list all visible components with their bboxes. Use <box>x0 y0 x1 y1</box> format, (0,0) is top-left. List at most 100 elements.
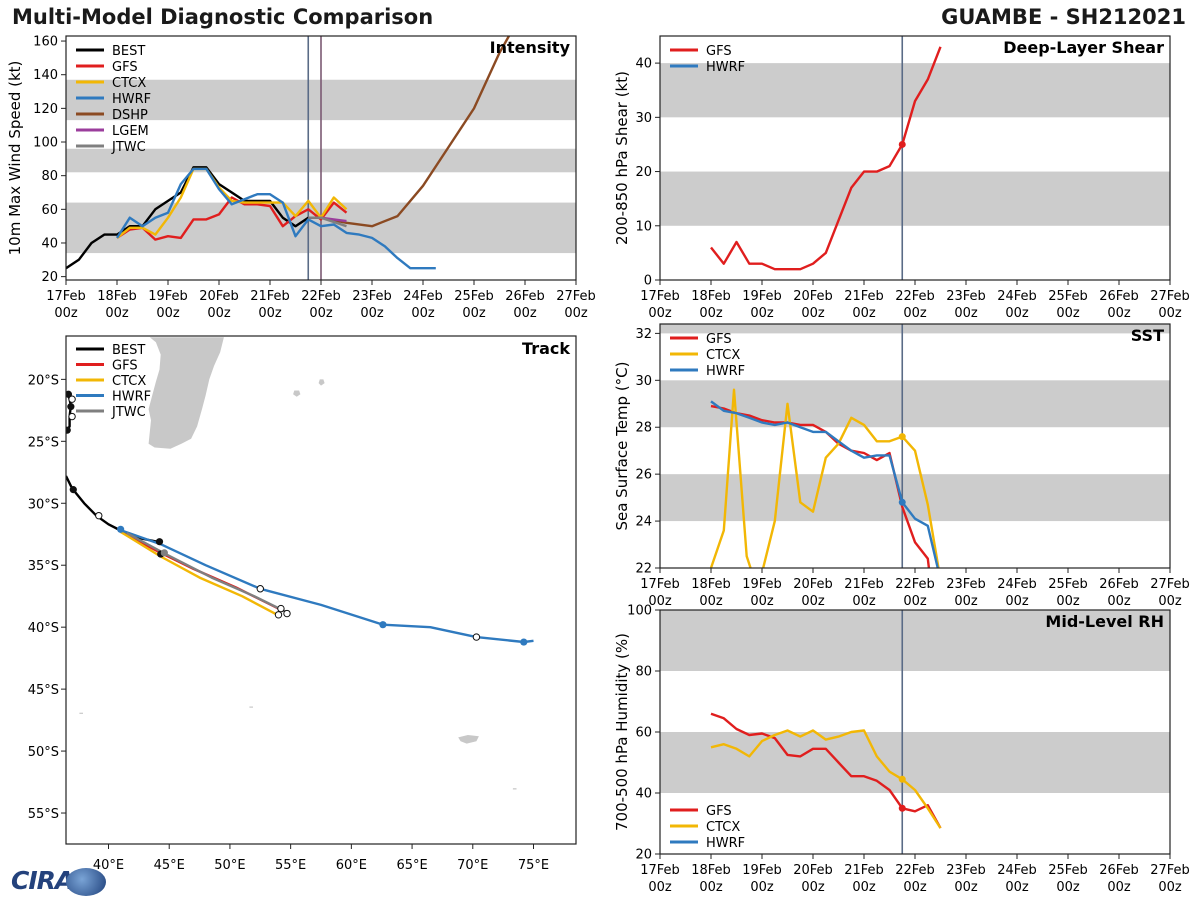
x-tick-label: 18Feb <box>691 289 731 304</box>
lon-tick-label: 50°E <box>214 858 245 873</box>
panel-intensity: 20 40 60 80 100 120 140 160 17Feb 00z 18Feb 00z 19Fe… <box>6 35 596 321</box>
x-tick-label: 27Feb <box>556 289 596 304</box>
analysis-marker <box>898 498 906 506</box>
x-tick-label: 19Feb <box>148 289 188 304</box>
x-tick-label: 24Feb <box>403 289 443 304</box>
x-tick-label: 00z <box>801 594 825 609</box>
x-tick-label: 00z <box>258 306 282 321</box>
x-tick-label: 23Feb <box>352 289 392 304</box>
y-tick-label: 40 <box>41 236 58 251</box>
y-tick-label: 60 <box>41 203 58 218</box>
track-point-open <box>277 604 285 613</box>
land-reunion <box>293 390 301 397</box>
legend-label: GFS <box>706 804 732 819</box>
lat-tick-label: 55°S <box>28 807 59 822</box>
track-line-jtwc <box>126 531 288 614</box>
plot-area <box>66 36 576 280</box>
x-tick-label: 00z <box>1158 306 1182 321</box>
track-point-best <box>155 538 164 546</box>
y-tick-label: 24 <box>635 515 652 530</box>
x-tick-label: 00z <box>648 306 672 321</box>
x-tick-label: 00z <box>564 306 588 321</box>
x-tick-label: 27Feb <box>1150 577 1190 592</box>
x-tick-label: 00z <box>360 306 384 321</box>
track-point-jtwc <box>160 549 168 557</box>
track-point-hwrf <box>520 638 528 646</box>
cira-logo: CIRA <box>4 866 106 898</box>
x-tick-label: 00z <box>903 594 927 609</box>
legend-label: GFS <box>706 332 732 347</box>
y-tick-label: 80 <box>635 665 652 680</box>
figure-title: Multi-Model Diagnostic Comparison <box>12 5 434 29</box>
x-tick-label: 00z <box>954 880 978 895</box>
x-tick-label: 00z <box>1107 306 1131 321</box>
plot-area <box>660 36 1170 280</box>
x-tick-label: 26Feb <box>1099 577 1139 592</box>
land-madagascar <box>148 337 224 449</box>
x-tick-label: 00z <box>699 594 723 609</box>
track-point-open <box>472 633 481 641</box>
legend-label: DSHP <box>112 108 148 123</box>
y-axis-label: 200-850 hPa Shear (kt) <box>613 71 631 245</box>
legend-label: JTWC <box>111 140 146 155</box>
lat-tick-label: 20°S <box>28 373 59 388</box>
track-point-open <box>283 609 291 618</box>
y-tick-label: 120 <box>33 102 58 117</box>
x-tick-label: 18Feb <box>691 577 731 592</box>
threshold-band <box>660 380 1170 428</box>
threshold-band <box>660 732 1170 793</box>
y-tick-label: 30 <box>635 111 652 126</box>
y-tick-label: 26 <box>635 468 652 483</box>
x-tick-label: 17Feb <box>640 577 680 592</box>
x-tick-label: 00z <box>699 306 723 321</box>
x-tick-label: 17Feb <box>46 289 86 304</box>
lat-tick-label: 40°S <box>28 621 59 636</box>
x-tick-label: 26Feb <box>505 289 545 304</box>
x-tick-label: 24Feb <box>997 289 1037 304</box>
x-tick-label: 27Feb <box>1150 289 1190 304</box>
land-mauritius <box>318 379 325 386</box>
analysis-marker <box>898 775 906 783</box>
lon-tick-label: 55°E <box>275 858 306 873</box>
x-tick-label: 19Feb <box>742 577 782 592</box>
series-line-jtwc <box>308 216 347 228</box>
x-tick-label: 00z <box>54 306 78 321</box>
x-tick-label: 22Feb <box>301 289 341 304</box>
lat-tick-label: 25°S <box>28 435 59 450</box>
x-tick-label: 00z <box>309 306 333 321</box>
y-axis-label: 10m Max Wind Speed (kt) <box>6 61 24 256</box>
track-point-best <box>67 403 75 411</box>
legend-label: BEST <box>112 343 145 358</box>
y-axis-label: Sea Surface Temp (°C) <box>613 361 631 530</box>
x-tick-label: 00z <box>156 306 180 321</box>
globe-icon <box>66 868 106 896</box>
map-area <box>66 337 534 790</box>
x-tick-label: 25Feb <box>1048 863 1088 878</box>
x-tick-label: 19Feb <box>742 289 782 304</box>
x-tick-label: 27Feb <box>1150 863 1190 878</box>
x-tick-label: 00z <box>699 880 723 895</box>
panel-rh: 20 40 60 80 100 17Feb 00z 18Feb 00z 19Feb 00z 20Feb… <box>613 604 1190 896</box>
x-tick-label: 00z <box>648 880 672 895</box>
x-tick-label: 00z <box>1056 594 1080 609</box>
storm-identifier: GUAMBE - SH212021 <box>941 5 1186 29</box>
legend-label: LGEM <box>112 124 149 139</box>
y-tick-label: 32 <box>635 327 652 342</box>
y-tick-label: 60 <box>635 726 652 741</box>
track-point-best <box>66 426 71 434</box>
y-tick-label: 10 <box>635 219 652 234</box>
land-heard <box>512 788 517 790</box>
x-tick-label: 00z <box>462 306 486 321</box>
cira-logo-text: CIRA <box>11 866 74 895</box>
x-tick-label: 00z <box>1107 880 1131 895</box>
y-axis-label: 700-500 hPa Humidity (%) <box>613 633 631 831</box>
x-tick-label: 21Feb <box>844 577 884 592</box>
x-tick-label: 24Feb <box>997 863 1037 878</box>
y-tick-label: 20 <box>41 270 58 285</box>
y-tick-label: 140 <box>33 68 58 83</box>
y-tick-label: 100 <box>627 604 652 619</box>
x-tick-label: 23Feb <box>946 863 986 878</box>
x-tick-label: 22Feb <box>895 863 935 878</box>
legend-label: HWRF <box>112 390 151 405</box>
x-tick-label: 21Feb <box>844 863 884 878</box>
